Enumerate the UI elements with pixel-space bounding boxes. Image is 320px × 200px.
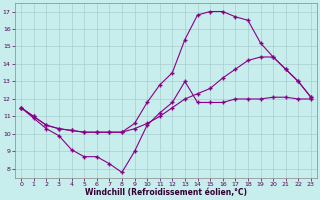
X-axis label: Windchill (Refroidissement éolien,°C): Windchill (Refroidissement éolien,°C) [85, 188, 247, 197]
